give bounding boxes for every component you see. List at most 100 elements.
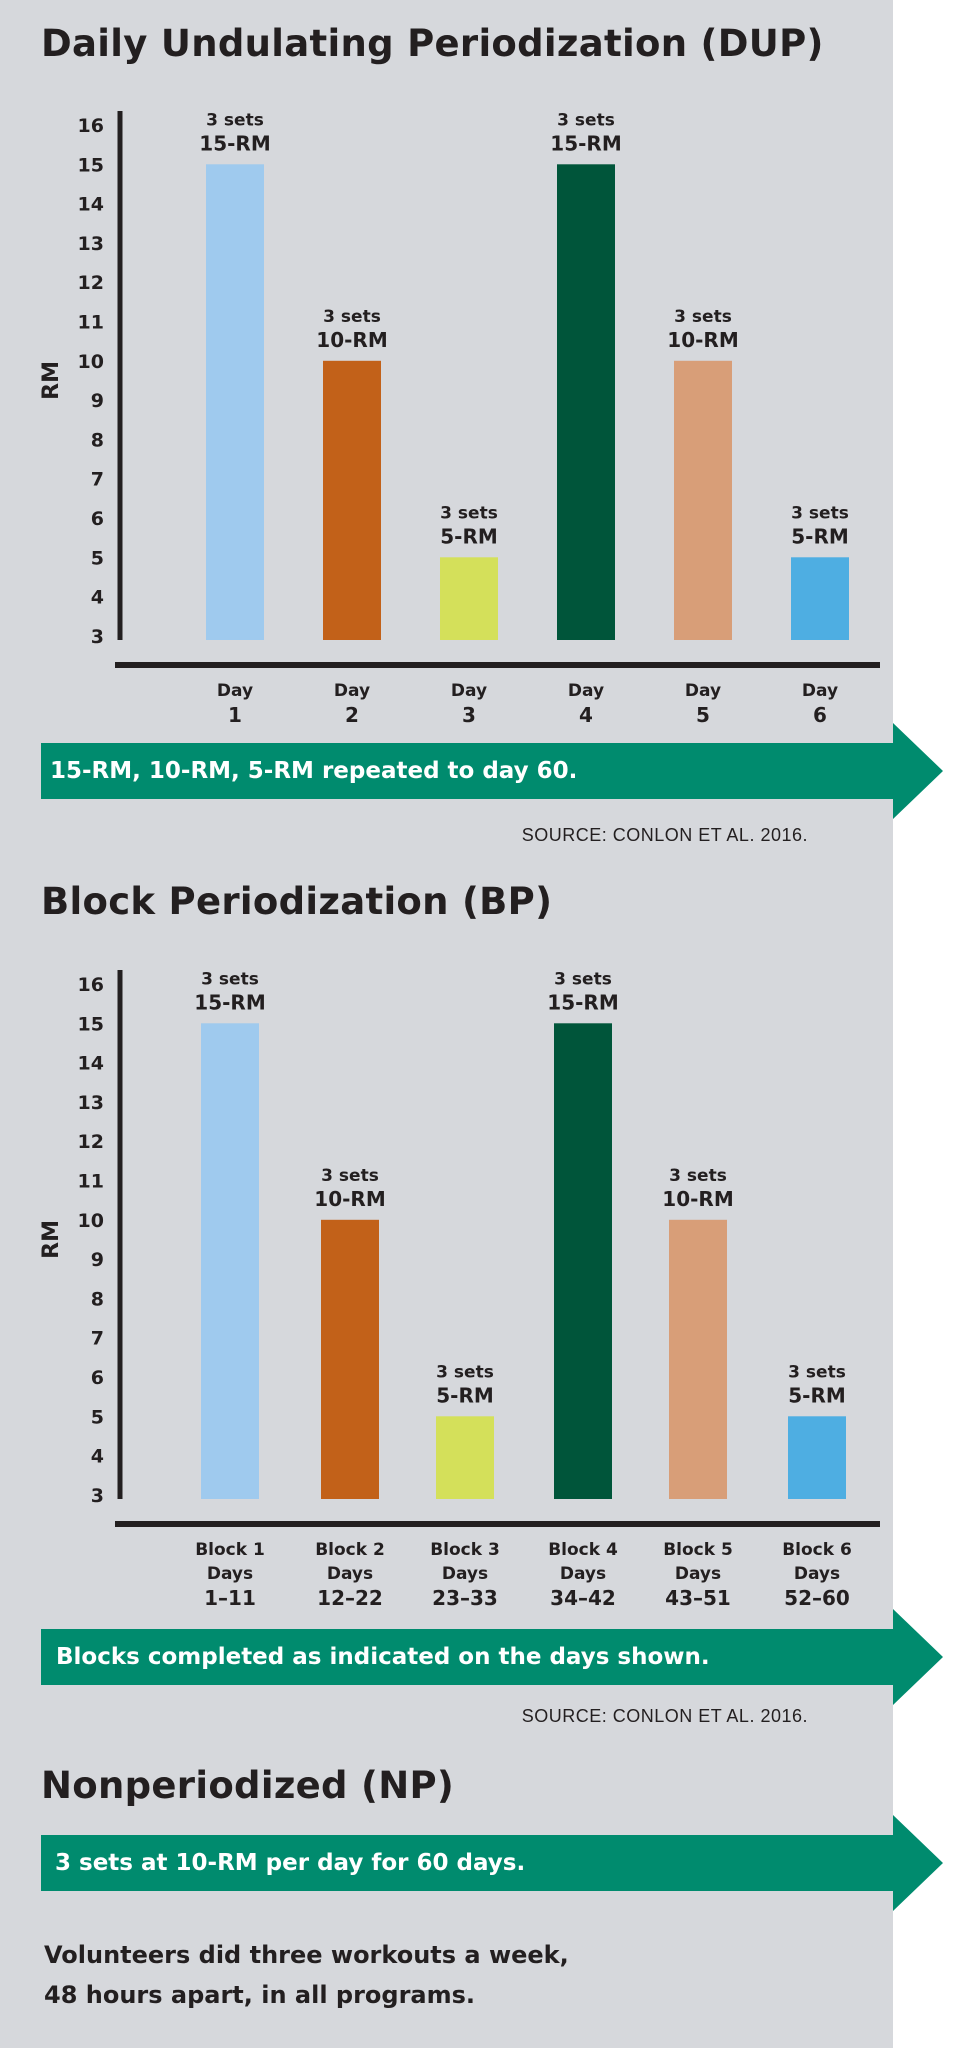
dup-x-tick-label: Day bbox=[568, 681, 604, 701]
dup-source: SOURCE: CONLON ET AL. 2016. bbox=[521, 825, 808, 845]
dup-x-tick-label: Day bbox=[685, 681, 721, 701]
dup-x-tick-label: 5 bbox=[696, 703, 710, 727]
bp-x-tick-label: 23–33 bbox=[432, 1586, 498, 1610]
dup-x-tick-label: Day bbox=[334, 681, 370, 701]
bp-bar-label-sets: 3 sets bbox=[321, 1166, 379, 1186]
bp-x-tick-label: Days bbox=[327, 1564, 373, 1584]
dup-x-tick-label: 3 bbox=[462, 703, 476, 727]
dup-bar-label-rm: 10-RM bbox=[667, 328, 738, 352]
dup-x-tick-label: 4 bbox=[579, 703, 593, 727]
dup-y-tick-label: 4 bbox=[91, 587, 104, 609]
dup-bar-label-sets: 3 sets bbox=[557, 110, 615, 130]
dup-bar bbox=[323, 360, 381, 640]
footnote-line-2: 48 hours apart, in all programs. bbox=[44, 1981, 476, 2009]
bp-bar-label-rm: 10-RM bbox=[314, 1187, 385, 1211]
bp-x-tick-label: Block 1 bbox=[195, 1540, 265, 1560]
dup-banner-arrow bbox=[41, 723, 943, 819]
bp-x-tick-label: Days bbox=[675, 1564, 721, 1584]
footnote: Volunteers did three workouts a week, 48… bbox=[44, 1935, 569, 2015]
dup-bar-label-sets: 3 sets bbox=[206, 110, 264, 130]
dup-x-tick-label: 2 bbox=[345, 703, 359, 727]
dup-x-tick-label: 1 bbox=[228, 703, 242, 727]
bp-banner: Blocks completed as indicated on the day… bbox=[0, 1609, 967, 1705]
bp-bar bbox=[554, 1023, 612, 1499]
dup-y-tick-label: 8 bbox=[91, 429, 104, 451]
bp-bar bbox=[788, 1416, 846, 1499]
bp-y-tick-label: 16 bbox=[78, 974, 104, 996]
dup-y-tick-label: 12 bbox=[78, 272, 104, 294]
dup-y-tick-label: 14 bbox=[78, 194, 104, 216]
dup-y-tick-label: 5 bbox=[91, 547, 104, 569]
bp-y-tick-label: 6 bbox=[91, 1367, 104, 1389]
dup-y-tick-label: 16 bbox=[78, 115, 104, 137]
bp-bar-label-rm: 5-RM bbox=[788, 1383, 846, 1407]
bp-bar bbox=[201, 1023, 259, 1499]
dup-banner-text: 15-RM, 10-RM, 5-RM repeated to day 60. bbox=[50, 758, 578, 784]
dup-y-tick-label: 11 bbox=[78, 312, 104, 334]
bp-x-tick-label: Days bbox=[442, 1564, 488, 1584]
bp-title: Block Periodization (BP) bbox=[41, 880, 553, 923]
bp-bar-label-rm: 5-RM bbox=[436, 1383, 494, 1407]
bp-y-tick-label: 4 bbox=[91, 1446, 104, 1468]
bp-x-tick-label: Block 5 bbox=[663, 1540, 733, 1560]
bp-y-tick-label: 13 bbox=[78, 1092, 104, 1114]
bp-y-axis-label: RM bbox=[39, 1220, 64, 1259]
dup-title: Daily Undulating Periodization (DUP) bbox=[41, 22, 824, 65]
bp-bar-label-rm: 15-RM bbox=[194, 990, 265, 1014]
dup-bar-label-sets: 3 sets bbox=[674, 307, 732, 327]
bp-bar-label-sets: 3 sets bbox=[788, 1362, 846, 1382]
dup-bar-label-rm: 10-RM bbox=[316, 328, 387, 352]
bp-bar bbox=[321, 1219, 379, 1499]
bp-x-tick-label: Block 4 bbox=[548, 1540, 618, 1560]
bp-y-tick-label: 11 bbox=[78, 1171, 104, 1193]
np-title: Nonperiodized (NP) bbox=[41, 1764, 455, 1807]
dup-bar bbox=[791, 557, 849, 640]
dup-y-tick-label: 3 bbox=[91, 626, 104, 648]
dup-y-axis-label: RM bbox=[39, 361, 64, 400]
dup-bar-label-sets: 3 sets bbox=[440, 503, 498, 523]
bp-bar-label-rm: 10-RM bbox=[662, 1187, 733, 1211]
dup-x-tick-label: 6 bbox=[813, 703, 827, 727]
bp-banner-arrow bbox=[41, 1609, 943, 1705]
bp-y-tick-label: 5 bbox=[91, 1406, 104, 1428]
bp-banner-text: Blocks completed as indicated on the day… bbox=[56, 1644, 710, 1670]
dup-bar bbox=[557, 164, 615, 641]
bp-y-tick-label: 9 bbox=[91, 1249, 104, 1271]
dup-x-tick-label: Day bbox=[802, 681, 838, 701]
dup-y-tick-label: 15 bbox=[78, 154, 104, 176]
dup-y-tick-label: 13 bbox=[78, 233, 104, 255]
dup-bar-label-rm: 15-RM bbox=[199, 131, 270, 155]
bp-y-tick-label: 14 bbox=[78, 1053, 104, 1075]
dup-y-tick-label: 6 bbox=[91, 508, 104, 530]
dup-bar bbox=[206, 164, 264, 641]
bp-bar-label-sets: 3 sets bbox=[554, 969, 612, 989]
bp-x-tick-label: 52–60 bbox=[784, 1586, 850, 1610]
dup-bar bbox=[440, 557, 498, 640]
bp-x-tick-label: 43–51 bbox=[665, 1586, 731, 1610]
bp-x-tick-label: 12–22 bbox=[317, 1586, 383, 1610]
dup-bar-label-sets: 3 sets bbox=[791, 503, 849, 523]
bp-x-tick-label: 34–42 bbox=[550, 1586, 616, 1610]
bp-y-tick-label: 3 bbox=[91, 1485, 104, 1507]
bp-y-tick-label: 10 bbox=[78, 1210, 104, 1232]
dup-bar-label-sets: 3 sets bbox=[323, 307, 381, 327]
bp-bar-label-sets: 3 sets bbox=[201, 969, 259, 989]
bp-source: SOURCE: CONLON ET AL. 2016. bbox=[521, 1706, 808, 1726]
np-banner-arrow bbox=[41, 1815, 943, 1911]
dup-banner: 15-RM, 10-RM, 5-RM repeated to day 60. bbox=[0, 723, 967, 819]
dup-y-tick-label: 10 bbox=[78, 351, 104, 373]
np-banner-text: 3 sets at 10-RM per day for 60 days. bbox=[55, 1850, 526, 1876]
bp-x-tick-label: Days bbox=[794, 1564, 840, 1584]
bp-y-tick-label: 12 bbox=[78, 1131, 104, 1153]
dup-bar-label-rm: 15-RM bbox=[550, 131, 621, 155]
bp-y-tick-label: 7 bbox=[91, 1328, 104, 1350]
dup-x-tick-label: Day bbox=[217, 681, 253, 701]
infographic-panel: Daily Undulating Periodization (DUP) 3 4 5… bbox=[0, 0, 943, 2048]
bp-x-tick-label: Block 6 bbox=[782, 1540, 852, 1560]
bp-x-tick-label: Block 2 bbox=[315, 1540, 385, 1560]
footnote-line-1: Volunteers did three workouts a week, bbox=[44, 1941, 569, 1969]
bp-bar bbox=[436, 1416, 494, 1499]
bp-x-tick-label: Days bbox=[207, 1564, 253, 1584]
